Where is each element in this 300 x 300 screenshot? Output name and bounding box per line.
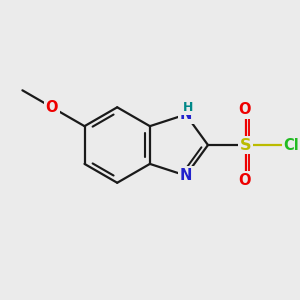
Text: H: H [183,100,194,114]
Text: O: O [238,103,251,118]
Text: Cl: Cl [284,137,299,152]
Text: N: N [180,107,192,122]
Text: O: O [238,172,251,188]
Text: N: N [180,168,192,183]
Text: O: O [46,100,58,115]
Text: S: S [240,137,251,152]
